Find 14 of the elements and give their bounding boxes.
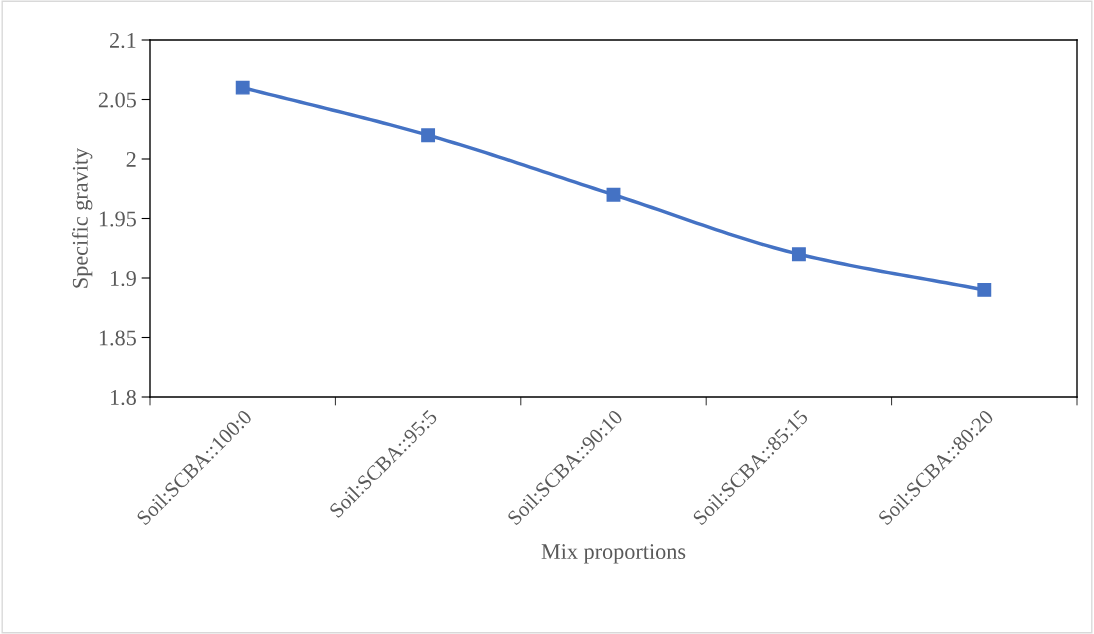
y-tick-label: 1.95 <box>99 211 136 227</box>
y-tick-label: 1.9 <box>110 270 136 287</box>
y-tick-label: 1.85 <box>99 330 136 346</box>
y-tick-label: 1.8 <box>110 389 136 406</box>
y-tick-label: 2.05 <box>98 92 136 108</box>
point <box>606 187 621 202</box>
y-tick-label: 2.1 <box>110 32 136 49</box>
point <box>977 282 992 297</box>
x-axis-title: Mix proportions <box>541 544 686 564</box>
point <box>235 80 250 95</box>
y-tick-label: 2 <box>126 151 136 167</box>
point <box>421 128 436 143</box>
y-axis-title: Specific gravity <box>71 147 93 288</box>
point <box>791 247 806 262</box>
